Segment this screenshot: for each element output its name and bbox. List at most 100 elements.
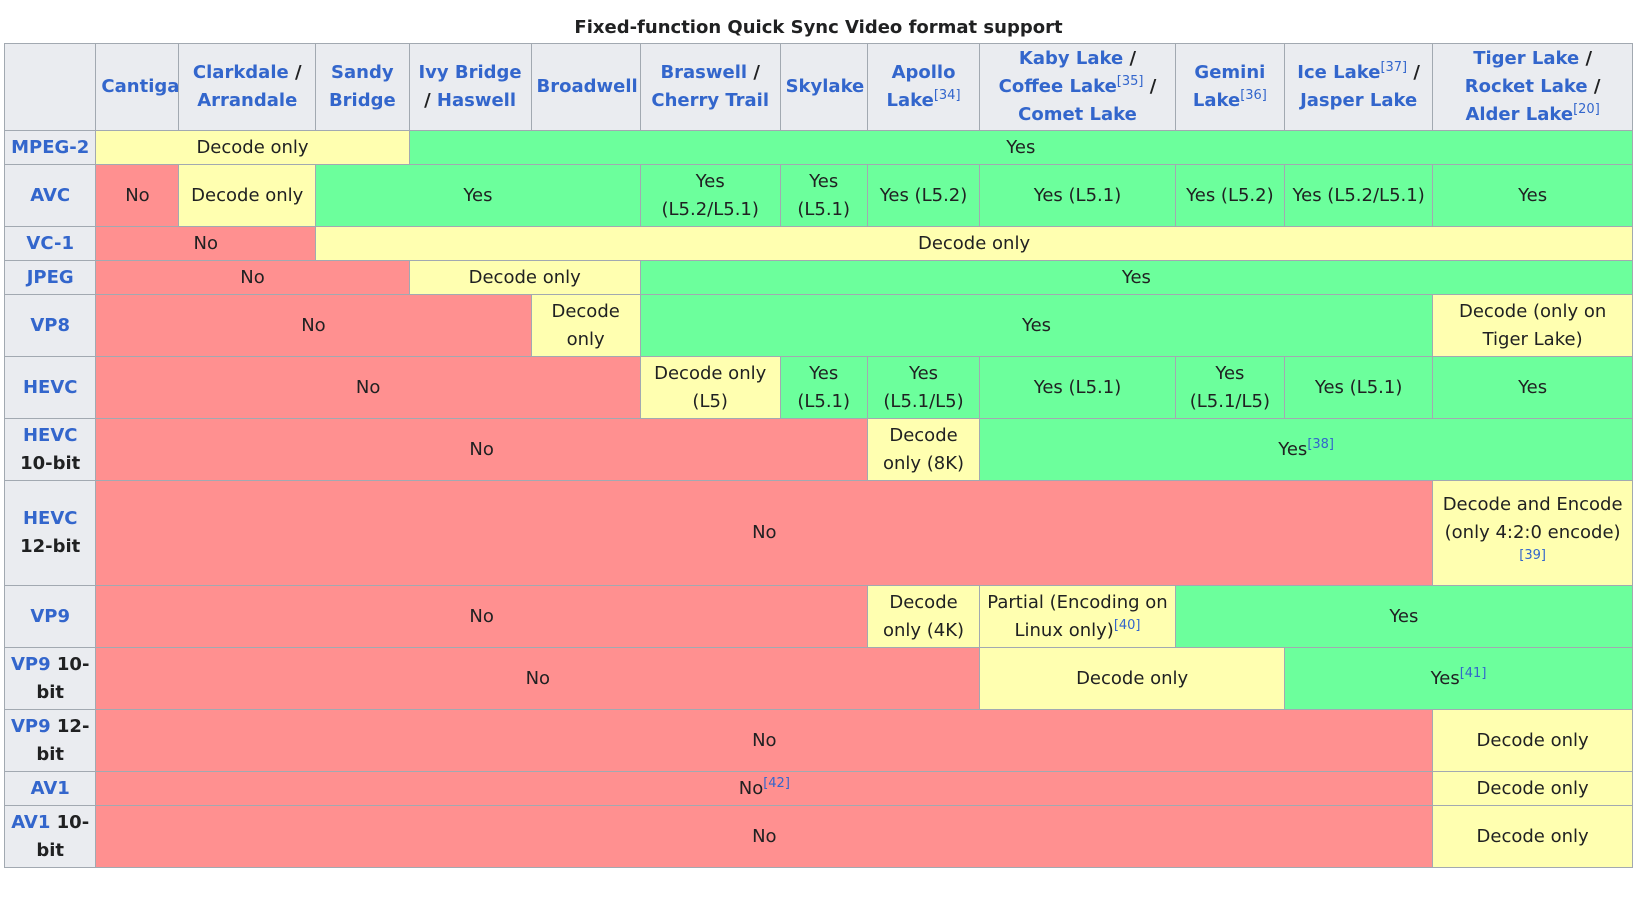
column-link-kaby-lake[interactable]: Kaby Lake bbox=[1018, 48, 1124, 69]
row-link-hevc[interactable]: HEVC bbox=[22, 424, 78, 446]
support-cell-text: Yes bbox=[1430, 667, 1460, 689]
support-cell: Partial (Encoding on Linux only)[40] bbox=[979, 585, 1176, 648]
support-cell-text: Yes (L5.1) bbox=[1033, 376, 1122, 398]
support-cell-text: Yes (L5.1) bbox=[1314, 376, 1403, 398]
column-separator: / bbox=[1579, 48, 1593, 69]
support-cell-text: Decode only (8K) bbox=[882, 424, 965, 474]
column-link-gemini-lake[interactable]: Gemini Lake bbox=[1192, 62, 1266, 111]
row-link-vc-1[interactable]: VC-1 bbox=[26, 232, 74, 254]
column-link-apollo-lake[interactable]: Apollo Lake bbox=[886, 62, 956, 111]
row-link-vp9[interactable]: VP9 bbox=[10, 653, 51, 675]
row-link-av1[interactable]: AV1 bbox=[30, 777, 70, 799]
support-cell: No bbox=[95, 226, 317, 261]
row-header-vp9-12-bit: VP9 12-bit bbox=[3, 709, 97, 772]
support-cell: Yes[41] bbox=[1284, 647, 1633, 710]
column-link-rocket-lake[interactable]: Rocket Lake bbox=[1464, 76, 1588, 97]
table-row: AVC No Decode only Yes Yes (L5.2/L5.1) Yes (L… bbox=[3, 164, 1633, 227]
column-link-haswell[interactable]: Haswell bbox=[436, 90, 517, 111]
reference-link[interactable]: [41] bbox=[1459, 665, 1487, 681]
table-row: HEVC No Decode only (L5) Yes (L5.1) Yes (L5.… bbox=[3, 356, 1633, 419]
support-cell-text: Decode (only on Tiger Lake) bbox=[1458, 300, 1607, 350]
reference-link[interactable]: [40] bbox=[1113, 617, 1141, 633]
support-cell: No bbox=[95, 480, 1434, 586]
support-cell: Decode and Encode (only 4:2:0 encode) [39… bbox=[1432, 480, 1633, 586]
support-cell-text: Decode only bbox=[191, 184, 304, 206]
support-cell-text: Yes (L5.2) bbox=[879, 184, 968, 206]
support-cell-text: Yes (L5.1/L5) bbox=[1189, 362, 1270, 412]
row-header-vp9: VP9 bbox=[3, 585, 97, 648]
format-support-table: Cantiga Clarkdale / Arrandale Sandy Bridge… bbox=[3, 43, 1634, 868]
column-link-ivy-bridge[interactable]: Ivy Bridge bbox=[418, 62, 522, 83]
support-cell: Yes bbox=[315, 164, 641, 227]
row-header-hevc-10-bit: HEVC 10-bit bbox=[3, 418, 97, 481]
column-separator: / bbox=[424, 90, 437, 111]
support-cell-text: No bbox=[355, 376, 381, 398]
reference-link[interactable]: [38] bbox=[1307, 436, 1334, 452]
support-cell-text: Yes bbox=[1021, 314, 1052, 336]
support-cell-text: Yes bbox=[1121, 266, 1151, 288]
column-link-clarkdale[interactable]: Clarkdale bbox=[192, 62, 289, 83]
column-link-cantiga[interactable]: Cantiga bbox=[101, 76, 179, 97]
column-separator: / bbox=[747, 62, 760, 83]
reference-link[interactable]: [42] bbox=[763, 775, 790, 791]
row-link-vp9[interactable]: VP9 bbox=[10, 715, 51, 737]
column-link-broadwell[interactable]: Broadwell bbox=[536, 76, 638, 97]
support-cell: Decode only (8K) bbox=[866, 418, 981, 481]
reference-link[interactable]: [37] bbox=[1380, 60, 1408, 75]
support-cell: No bbox=[95, 805, 1434, 868]
row-link-vp8[interactable]: VP8 bbox=[30, 314, 71, 336]
support-cell: Yes (L5.1) bbox=[779, 164, 868, 227]
support-cell-text: No bbox=[752, 522, 777, 543]
column-link-ice-lake[interactable]: Ice Lake bbox=[1297, 62, 1381, 83]
support-cell-text: Yes (L5.1/L5) bbox=[883, 362, 964, 412]
support-cell: Yes bbox=[639, 294, 1434, 357]
reference-link[interactable]: [20] bbox=[1573, 102, 1600, 117]
column-link-skylake[interactable]: Skylake bbox=[785, 76, 865, 97]
row-link-avc[interactable]: AVC bbox=[30, 184, 71, 206]
column-link-sandy-bridge[interactable]: Sandy Bridge bbox=[328, 62, 396, 111]
support-cell: Decode only bbox=[1432, 805, 1633, 868]
column-link-arrandale[interactable]: Arrandale bbox=[197, 90, 298, 111]
table-row: AV1 10-bit No Decode only bbox=[3, 805, 1633, 868]
reference-link[interactable]: [39] bbox=[1519, 548, 1546, 563]
row-link-hevc[interactable]: HEVC bbox=[22, 376, 78, 398]
row-link-vp9[interactable]: VP9 bbox=[30, 605, 71, 627]
corner-header bbox=[3, 43, 97, 131]
support-cell-text: No bbox=[752, 729, 777, 751]
support-cell: No bbox=[95, 164, 180, 227]
row-link-mpeg-2[interactable]: MPEG-2 bbox=[11, 136, 90, 158]
support-cell-text: Decode only bbox=[1076, 667, 1189, 689]
support-cell-text: No bbox=[301, 314, 326, 336]
support-cell: No[42] bbox=[95, 771, 1434, 806]
table-row: VP8 No Decode only Yes Decode (only on Tiger… bbox=[3, 294, 1633, 357]
column-link-alder-lake[interactable]: Alder Lake bbox=[1465, 104, 1574, 125]
column-link-jasper-lake[interactable]: Jasper Lake bbox=[1300, 90, 1418, 111]
column-header-kaby-lake-coffee-lake-comet-lake: Kaby Lake / Coffee Lake[35] / Comet Lake bbox=[979, 43, 1176, 131]
column-link-tiger-lake[interactable]: Tiger Lake bbox=[1473, 48, 1580, 69]
support-cell: Decode only bbox=[979, 647, 1286, 710]
table-row: VP9 10-bit No Decode only Yes[41] bbox=[3, 647, 1633, 710]
table-caption: Fixed-function Quick Sync Video format s… bbox=[574, 17, 1063, 38]
reference-link[interactable]: [36] bbox=[1240, 88, 1267, 103]
row-link-jpeg[interactable]: JPEG bbox=[26, 266, 74, 288]
row-link-av1[interactable]: AV1 bbox=[11, 811, 51, 833]
column-separator: / bbox=[1123, 48, 1137, 69]
column-link-comet-lake[interactable]: Comet Lake bbox=[1018, 104, 1137, 125]
support-cell: Decode only bbox=[178, 164, 317, 227]
table-row: JPEG No Decode only Yes bbox=[3, 260, 1634, 295]
column-separator: / bbox=[1407, 62, 1420, 83]
column-link-cherry-trail[interactable]: Cherry Trail bbox=[651, 90, 770, 111]
column-link-braswell[interactable]: Braswell bbox=[660, 62, 748, 83]
column-separator: / bbox=[1587, 76, 1601, 97]
reference-link[interactable]: [34] bbox=[933, 88, 961, 103]
column-link-coffee-lake[interactable]: Coffee Lake bbox=[998, 76, 1117, 97]
support-cell: No bbox=[95, 709, 1434, 772]
support-cell: Decode only bbox=[95, 130, 410, 165]
row-header-suffix: 10-bit bbox=[36, 811, 90, 861]
row-link-hevc[interactable]: HEVC bbox=[22, 508, 78, 529]
support-cell-text: Yes (L5.2/L5.1) bbox=[661, 170, 759, 220]
reference-link[interactable]: [35] bbox=[1116, 74, 1144, 89]
support-cell-text: Decode only bbox=[551, 300, 620, 350]
support-cell: Yes bbox=[1432, 356, 1633, 419]
row-header-av1: AV1 bbox=[3, 771, 97, 806]
